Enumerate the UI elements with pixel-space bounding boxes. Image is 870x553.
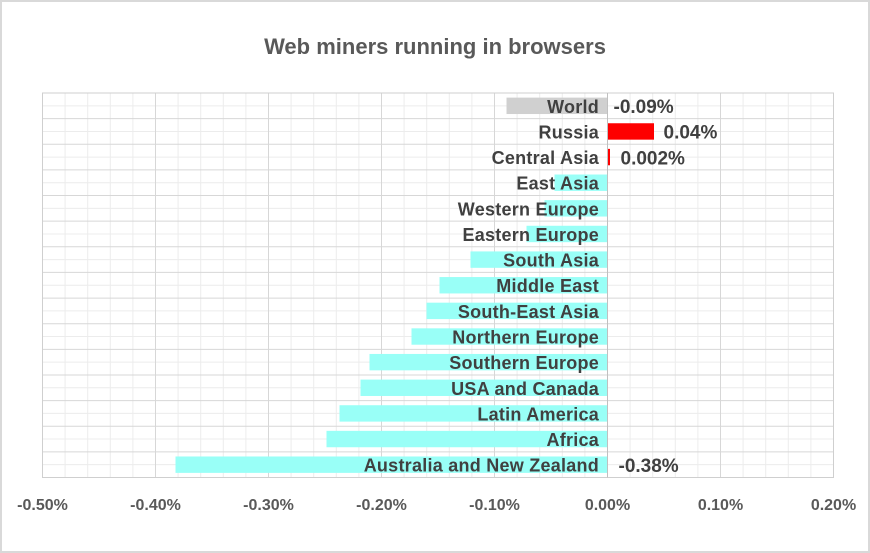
- svg-text:0.10%: 0.10%: [698, 497, 743, 514]
- svg-text:Web miners running in browsers: Web miners running in browsers: [264, 34, 606, 59]
- svg-text:Northern Europe: Northern Europe: [452, 328, 599, 348]
- svg-text:Eastern Europe: Eastern Europe: [462, 225, 599, 245]
- svg-text:-0.40%: -0.40%: [130, 497, 181, 514]
- svg-text:East Asia: East Asia: [516, 174, 599, 194]
- svg-text:Southern Europe: Southern Europe: [449, 353, 599, 373]
- svg-text:Africa: Africa: [546, 430, 599, 450]
- svg-text:Middle East: Middle East: [496, 276, 599, 296]
- svg-text:-0.20%: -0.20%: [356, 497, 407, 514]
- svg-text:0.20%: 0.20%: [811, 497, 856, 514]
- svg-text:0.04%: 0.04%: [664, 123, 718, 144]
- svg-text:USA and Canada: USA and Canada: [451, 379, 600, 399]
- svg-text:0.002%: 0.002%: [621, 148, 686, 169]
- svg-text:South Asia: South Asia: [503, 251, 600, 271]
- svg-text:-0.10%: -0.10%: [469, 497, 520, 514]
- svg-text:-0.38%: -0.38%: [619, 456, 679, 477]
- svg-text:-0.30%: -0.30%: [243, 497, 294, 514]
- svg-text:Australia and New Zealand: Australia and New Zealand: [364, 456, 599, 476]
- svg-text:-0.09%: -0.09%: [614, 97, 674, 118]
- svg-text:0.00%: 0.00%: [585, 497, 630, 514]
- svg-text:Latin America: Latin America: [477, 404, 599, 424]
- svg-text:-0.50%: -0.50%: [17, 497, 68, 514]
- svg-text:World: World: [547, 97, 599, 117]
- svg-text:Russia: Russia: [538, 122, 599, 142]
- svg-text:South-East Asia: South-East Asia: [458, 302, 600, 322]
- svg-text:Central Asia: Central Asia: [492, 148, 600, 168]
- svg-text:Western Europe: Western Europe: [458, 199, 599, 219]
